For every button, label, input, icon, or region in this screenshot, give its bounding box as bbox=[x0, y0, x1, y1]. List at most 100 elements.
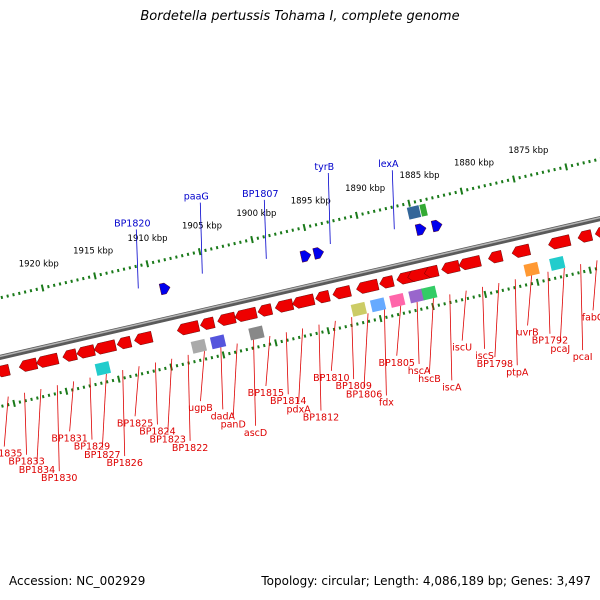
minus-gene-arrow bbox=[488, 250, 504, 264]
outer-tick bbox=[431, 196, 434, 200]
minus-gene-label: hscA bbox=[408, 366, 431, 377]
minus-gene-label: BP1830 bbox=[41, 473, 77, 484]
inner-tick bbox=[390, 314, 394, 318]
outer-tick bbox=[337, 217, 341, 222]
outer-tick bbox=[192, 251, 196, 255]
inner-tick bbox=[414, 308, 417, 313]
cog-box bbox=[549, 255, 566, 271]
outer-tick bbox=[483, 184, 487, 188]
outer-tick bbox=[588, 159, 591, 164]
outer-tick bbox=[0, 295, 4, 300]
inner-tick bbox=[198, 358, 202, 363]
outer-tick bbox=[553, 167, 556, 172]
outer-tick bbox=[413, 200, 417, 204]
plus-gene-arrow bbox=[158, 282, 171, 296]
inner-tick bbox=[24, 399, 28, 403]
inner-tick bbox=[140, 372, 144, 376]
minus-gene-arrow bbox=[577, 229, 594, 243]
minus-gene-leader bbox=[167, 358, 173, 433]
outer-tick bbox=[285, 229, 289, 234]
minus-gene-arrow bbox=[257, 303, 274, 317]
outer-tick bbox=[367, 210, 370, 215]
inner-tick bbox=[559, 275, 563, 279]
cog-box bbox=[369, 297, 387, 313]
cog-box bbox=[94, 361, 112, 376]
outer-tick bbox=[547, 169, 551, 173]
minus-gene-label: BP1815 bbox=[248, 388, 284, 399]
plus-gene-label: tyrB bbox=[314, 162, 334, 173]
outer-tick bbox=[221, 244, 225, 248]
inner-tick bbox=[577, 271, 580, 275]
cog-box bbox=[406, 205, 422, 220]
scale-label: 1915 kbp bbox=[73, 247, 113, 257]
backbone-layer bbox=[0, 216, 600, 360]
outer-tick bbox=[215, 245, 219, 250]
minus-gene-leader bbox=[494, 283, 500, 358]
minus-gene-leader bbox=[429, 298, 434, 373]
minus-gene-leader bbox=[285, 332, 289, 395]
outer-tick bbox=[471, 186, 475, 191]
minus-gene-label: BP1810 bbox=[313, 373, 349, 384]
inner-tick bbox=[100, 381, 103, 385]
inner-tick bbox=[204, 357, 208, 361]
inner-tick bbox=[338, 326, 342, 330]
outer-tick bbox=[559, 166, 562, 170]
cog-box bbox=[190, 338, 208, 354]
plus-gene-arrow bbox=[299, 250, 312, 263]
outer-tick bbox=[58, 282, 62, 286]
outer-tick bbox=[500, 180, 504, 184]
outer-tick bbox=[401, 202, 405, 207]
scale-label: 1910 kbp bbox=[128, 234, 168, 244]
outer-tick bbox=[250, 235, 254, 244]
plus-gene-arrow bbox=[414, 223, 427, 236]
cog-box bbox=[209, 334, 227, 350]
minus-gene-label: ugpB bbox=[188, 403, 213, 414]
inner-tick bbox=[47, 393, 51, 397]
minus-gene-label: BP1822 bbox=[172, 443, 208, 454]
minus-gene-arrow bbox=[441, 259, 461, 275]
outer-tick bbox=[465, 188, 469, 192]
outer-tick bbox=[244, 239, 248, 243]
minus-gene-arrow bbox=[594, 224, 600, 239]
inner-tick bbox=[292, 337, 295, 341]
minus-gene-label: BP1827 bbox=[84, 450, 120, 461]
minus-gene-leader bbox=[363, 313, 369, 388]
inner-tick bbox=[268, 342, 272, 346]
inner-tick bbox=[280, 339, 284, 344]
minus-gene-label: BP1805 bbox=[379, 358, 415, 369]
map-title: Bordetella pertussis Tohama I, complete … bbox=[140, 9, 460, 24]
outer-tick bbox=[93, 272, 97, 280]
plus-gene-leader bbox=[391, 170, 395, 230]
inner-tick bbox=[146, 370, 150, 375]
inner-tick bbox=[588, 266, 592, 274]
outer-tick bbox=[186, 252, 190, 257]
inner-tick bbox=[129, 374, 132, 379]
outer-tick bbox=[384, 206, 388, 211]
outer-tick bbox=[204, 248, 207, 253]
inner-tick bbox=[408, 310, 412, 314]
inner-tick bbox=[309, 333, 313, 337]
minus-gene-arrow bbox=[274, 298, 295, 313]
inner-tick bbox=[565, 273, 569, 278]
minus-gene-leader bbox=[298, 328, 304, 403]
cog-box bbox=[248, 325, 265, 341]
outer-tick bbox=[122, 267, 126, 271]
scale-label: 1880 kbp bbox=[454, 159, 494, 169]
inner-tick bbox=[489, 291, 493, 295]
outer-tick bbox=[372, 209, 376, 213]
outer-tick bbox=[442, 193, 446, 197]
outer-tick bbox=[99, 272, 103, 277]
outer-tick bbox=[291, 228, 295, 232]
outer-tick bbox=[564, 163, 568, 171]
outer-tick bbox=[576, 162, 580, 166]
minus-gene-leader bbox=[547, 271, 551, 334]
outer-tick bbox=[64, 280, 68, 285]
cog-box bbox=[419, 203, 428, 217]
minus-gene-leader bbox=[514, 279, 518, 366]
outer-tick bbox=[169, 256, 172, 261]
minus-gene-label: BP1792 bbox=[532, 336, 568, 347]
inner-tick bbox=[175, 364, 179, 368]
outer-tick bbox=[320, 221, 324, 226]
outer-tick bbox=[489, 182, 492, 187]
minus-gene-arrow bbox=[200, 316, 216, 330]
